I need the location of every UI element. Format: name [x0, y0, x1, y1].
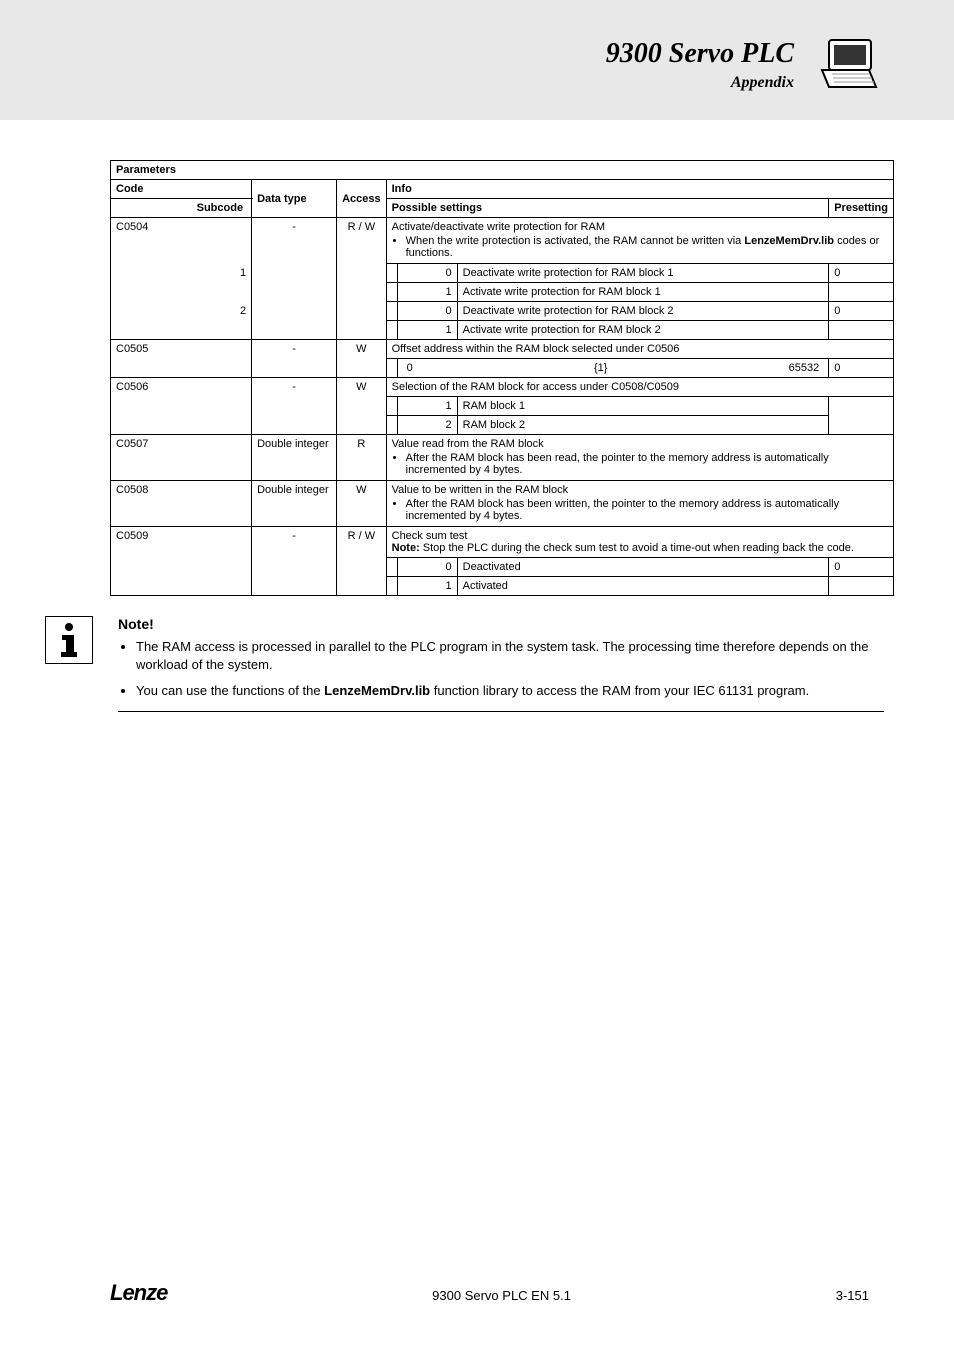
c0504-s1-0-txt: Deactivate write protection for RAM bloc… [457, 264, 829, 283]
header-text: 9300 Servo PLC Appendix [606, 38, 794, 92]
c0505-desc: Offset address within the RAM block sele… [386, 340, 893, 359]
c0504-desc: Activate/deactivate write protection for… [386, 218, 893, 264]
c0506-v2: 2 [397, 416, 457, 435]
c0508-code: C0508 [111, 481, 252, 527]
th-presetting: Presetting [829, 199, 894, 218]
c0509-v0-pre: 0 [829, 558, 894, 577]
c0504-code: C0504 [111, 218, 252, 264]
c0507-datatype: Double integer [252, 435, 337, 481]
footer-page: 3-151 [836, 1288, 869, 1303]
c0506-v1: 1 [397, 397, 457, 416]
note-b2a: You can use the functions of the [136, 683, 324, 698]
c0507-access: R [337, 435, 387, 481]
c0504-s2-0-txt: Deactivate write protection for RAM bloc… [457, 302, 829, 321]
c0505-max: 65532 [789, 362, 820, 374]
c0505-step: {1} [594, 362, 607, 374]
laptop-icon [814, 35, 884, 95]
header-title: 9300 Servo PLC [606, 38, 794, 70]
note-text: Note! The RAM access is processed in par… [118, 616, 894, 712]
th-code: Code [111, 180, 252, 199]
c0504-s1-0: 0 [397, 264, 457, 283]
c0509-note-bold: Note: [392, 542, 420, 554]
c0509-v0: 0 [397, 558, 457, 577]
th-subcode: Subcode [111, 199, 252, 218]
c0505-datatype: - [252, 340, 337, 359]
c0509-access: R / W [337, 527, 387, 558]
footer: Lenze 9300 Servo PLC EN 5.1 3-151 [0, 1280, 954, 1306]
note-bullet1: The RAM access is processed in parallel … [136, 638, 884, 674]
note-bullet2: You can use the functions of the LenzeMe… [136, 682, 884, 700]
c0504-access: R / W [337, 218, 387, 264]
c0508-bullet: After the RAM block has been written, th… [406, 498, 888, 522]
note-block: Note! The RAM access is processed in par… [45, 616, 894, 712]
note-hr [118, 711, 884, 712]
c0504-s2-0-pre: 0 [829, 302, 894, 321]
c0508-desc: Value to be written in the RAM block Aft… [386, 481, 893, 527]
c0506-desc: Selection of the RAM block for access un… [386, 378, 893, 397]
c0506-access: W [337, 378, 387, 397]
c0504-s2-1: 1 [397, 321, 457, 340]
info-icon [45, 616, 93, 664]
c0509-v0-txt: Deactivated [457, 558, 829, 577]
c0507-code: C0507 [111, 435, 252, 481]
c0504-s1-1: 1 [397, 283, 457, 302]
c0506-datatype: - [252, 378, 337, 397]
c0508-datatype: Double integer [252, 481, 337, 527]
c0504-b1a: When the write protection is activated, … [406, 235, 742, 247]
c0506-code: C0506 [111, 378, 252, 397]
footer-doc: 9300 Servo PLC EN 5.1 [432, 1288, 571, 1303]
c0504-datatype: - [252, 218, 337, 264]
blank [252, 264, 337, 283]
c0509-v1-txt: Activated [457, 577, 829, 596]
c0508-desc-text: Value to be written in the RAM block [392, 484, 569, 496]
c0505-access: W [337, 340, 387, 359]
brand: Lenze [110, 1280, 167, 1306]
c0509-code: C0509 [111, 527, 252, 558]
c0508-access: W [337, 481, 387, 527]
blank [337, 264, 387, 283]
c0505-code: C0505 [111, 340, 252, 359]
th-possible: Possible settings [386, 199, 829, 218]
c0504-s2-1-txt: Activate write protection for RAM block … [457, 321, 829, 340]
header-band: 9300 Servo PLC Appendix [0, 0, 954, 120]
c0504-s1-0-pre: 0 [829, 264, 894, 283]
c0505-preset: 0 [829, 359, 894, 378]
c0506-v1-txt: RAM block 1 [457, 397, 829, 416]
th-info: Info [386, 180, 893, 199]
header-subtitle: Appendix [606, 74, 794, 92]
c0504-bullet: When the write protection is activated, … [406, 235, 888, 259]
c0504-sub2: 2 [111, 302, 252, 321]
c0509-desc-text: Check sum test [392, 530, 468, 542]
c0509-note: Stop the PLC during the check sum test t… [420, 542, 854, 554]
c0507-desc-text: Value read from the RAM block [392, 438, 544, 450]
note-b2b: LenzeMemDrv.lib [324, 683, 430, 698]
th-access: Access [337, 180, 387, 218]
c0504-sub1: 1 [111, 264, 252, 283]
c0507-desc: Value read from the RAM block After the … [386, 435, 893, 481]
c0509-desc: Check sum test Note: Stop the PLC during… [386, 527, 893, 558]
c0505-min: 0 [407, 362, 413, 374]
c0506-v2-txt: RAM block 2 [457, 416, 829, 435]
th-datatype: Data type [252, 180, 337, 218]
note-b2c: function library to access the RAM from … [430, 683, 809, 698]
c0504-desc-text: Activate/deactivate write protection for… [392, 221, 605, 233]
note-title: Note! [118, 616, 884, 632]
c0507-bullet: After the RAM block has been read, the p… [406, 452, 888, 476]
c0505-range: 0 {1} 65532 [397, 359, 829, 378]
parameters-table: Parameters Code Data type Access Info Su… [110, 160, 894, 596]
c0509-v1: 1 [397, 577, 457, 596]
c0504-b1b: LenzeMemDrv.lib [744, 235, 834, 247]
c0509-datatype: - [252, 527, 337, 558]
table-section: Parameters [111, 161, 894, 180]
c0504-s1-1-txt: Activate write protection for RAM block … [457, 283, 829, 302]
content: Parameters Code Data type Access Info Su… [0, 120, 954, 712]
c0504-s2-0: 0 [397, 302, 457, 321]
